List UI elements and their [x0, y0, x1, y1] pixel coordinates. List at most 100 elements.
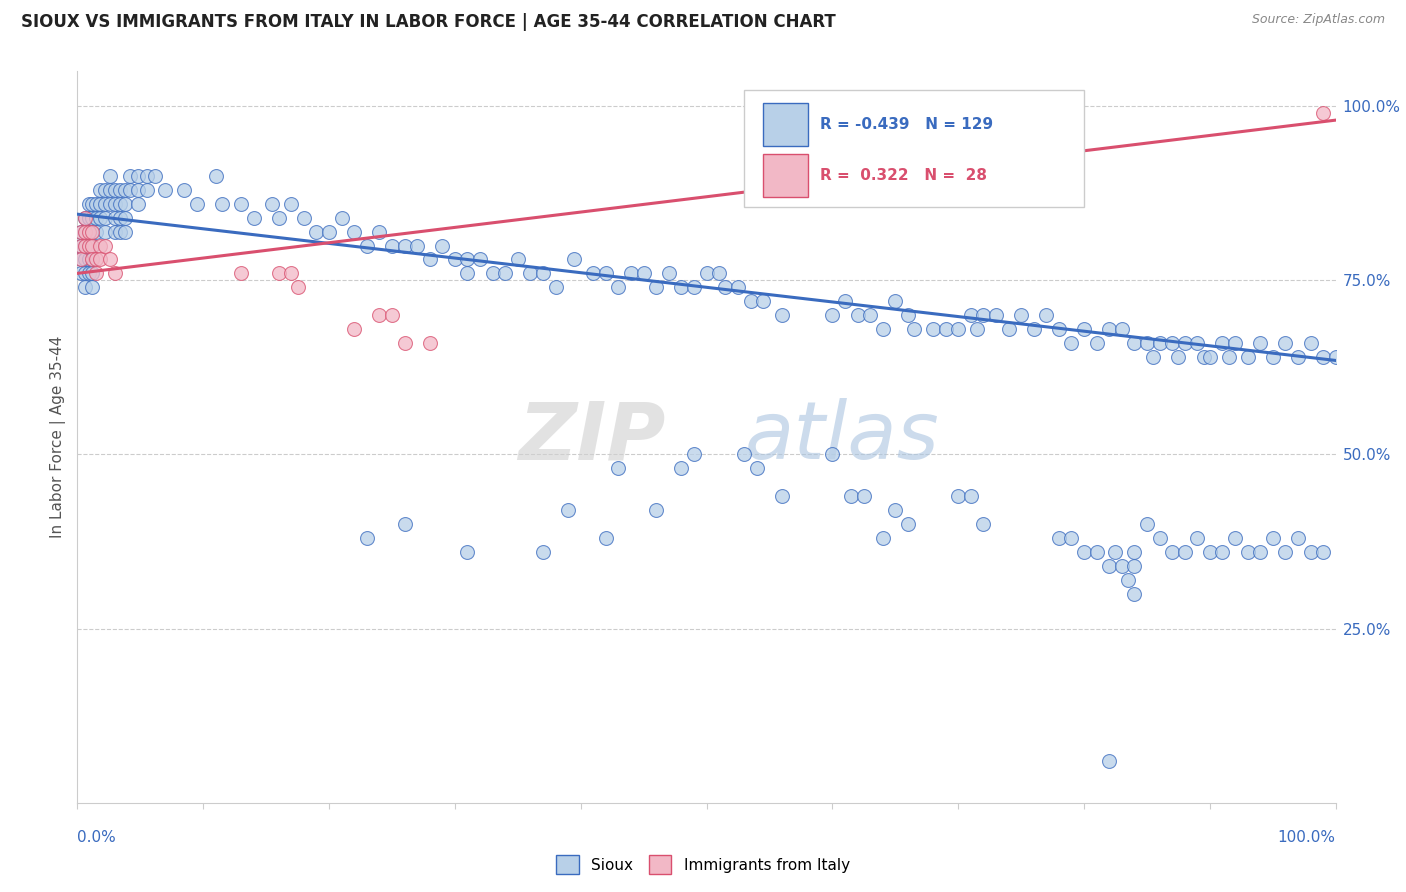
Point [120, 183, 142, 197]
Point [98, 196, 121, 211]
Point [82, 252, 104, 267]
Point [204, 169, 226, 183]
Point [104, 196, 127, 211]
Point [671, 461, 693, 475]
Point [73, 280, 96, 294]
Point [1111, 558, 1133, 573]
Point [1211, 545, 1233, 559]
Point [884, 503, 907, 517]
Point [1174, 545, 1197, 559]
Point [77, 211, 100, 225]
Point [595, 531, 617, 545]
Point [368, 225, 391, 239]
Point [1111, 322, 1133, 336]
Point [70, 266, 93, 280]
Point [280, 266, 302, 280]
Point [287, 280, 309, 294]
Point [671, 280, 693, 294]
Point [84, 196, 107, 211]
Point [1123, 545, 1146, 559]
Point [114, 196, 136, 211]
Point [77, 196, 100, 211]
Point [1060, 531, 1083, 545]
Point [1085, 336, 1108, 351]
Point [1286, 350, 1309, 364]
Point [82, 196, 104, 211]
Point [745, 461, 768, 475]
Point [696, 266, 718, 280]
Point [330, 211, 353, 225]
Point [645, 503, 668, 517]
Point [108, 183, 131, 197]
Point [406, 238, 429, 252]
Point [966, 322, 988, 336]
Text: R =  0.322   N =  28: R = 0.322 N = 28 [820, 168, 987, 183]
Point [84, 252, 107, 267]
Point [419, 336, 441, 351]
Point [959, 489, 981, 503]
Point [1167, 350, 1189, 364]
Point [494, 266, 516, 280]
Point [343, 225, 366, 239]
Point [683, 280, 706, 294]
Point [280, 196, 302, 211]
Point [89, 183, 111, 197]
Point [645, 280, 668, 294]
Point [948, 322, 970, 336]
Point [456, 266, 478, 280]
Point [1136, 336, 1159, 351]
Point [519, 266, 541, 280]
Point [557, 503, 579, 517]
Point [1149, 531, 1171, 545]
Point [77, 238, 100, 252]
FancyBboxPatch shape [763, 154, 808, 197]
Point [98, 169, 121, 183]
Point [108, 211, 131, 225]
Point [127, 169, 149, 183]
Point [544, 280, 567, 294]
Point [897, 517, 920, 532]
Point [727, 280, 749, 294]
Point [468, 252, 491, 267]
Point [1073, 545, 1095, 559]
Point [70, 238, 93, 252]
Point [972, 308, 994, 322]
Point [77, 238, 100, 252]
Point [839, 489, 862, 503]
Point [94, 211, 117, 225]
Point [98, 183, 121, 197]
Point [1047, 322, 1070, 336]
Point [82, 238, 104, 252]
Point [267, 266, 290, 280]
Point [852, 489, 875, 503]
Point [884, 294, 907, 309]
Point [135, 169, 157, 183]
Point [1299, 545, 1322, 559]
Point [94, 225, 117, 239]
Point [1136, 517, 1159, 532]
Point [872, 322, 894, 336]
Point [229, 196, 252, 211]
Point [752, 294, 775, 309]
Point [456, 545, 478, 559]
Point [1286, 531, 1309, 545]
Point [70, 238, 93, 252]
Point [834, 294, 856, 309]
Point [1312, 106, 1334, 120]
Point [89, 252, 111, 267]
Point [89, 196, 111, 211]
Point [770, 489, 793, 503]
Point [267, 211, 290, 225]
Point [984, 308, 1007, 322]
Point [1098, 558, 1121, 573]
Point [292, 211, 315, 225]
Point [1123, 336, 1146, 351]
Text: atlas: atlas [744, 398, 939, 476]
Point [922, 322, 945, 336]
Point [432, 238, 454, 252]
Point [89, 238, 111, 252]
Point [70, 225, 93, 239]
Point [1116, 573, 1139, 587]
Point [1060, 336, 1083, 351]
Point [714, 280, 737, 294]
